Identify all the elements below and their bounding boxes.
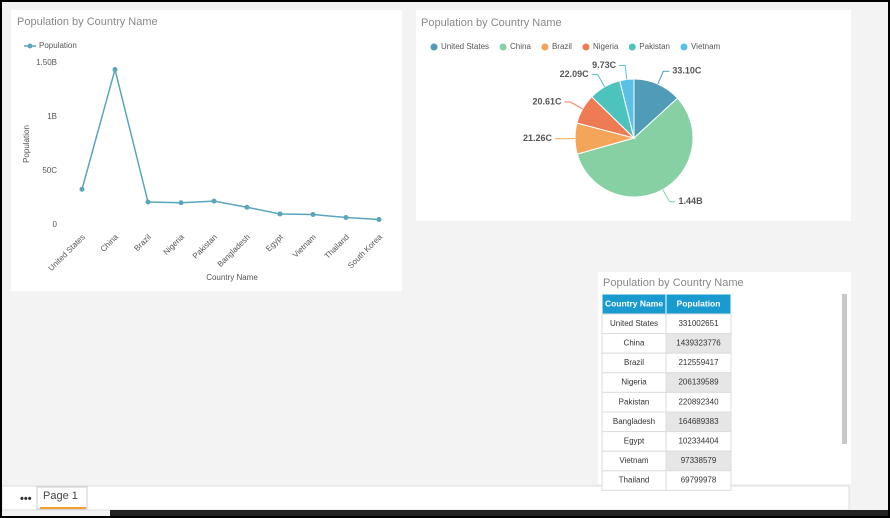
point [376, 216, 382, 222]
table-cell [665, 470, 732, 491]
tab-underline [40, 507, 86, 509]
cell-text: Thailand [619, 476, 650, 485]
taskbar-strip [110, 510, 888, 516]
legend-marker [628, 43, 636, 51]
point [277, 211, 283, 217]
legend-marker [541, 43, 549, 51]
cell-text: 164689383 [678, 417, 719, 426]
leader-line [619, 65, 628, 80]
chart-title: Population by Country Name [421, 17, 562, 29]
cell-text: 206139589 [678, 378, 719, 387]
table-title: Population by Country Name [603, 277, 744, 289]
cell-text: 212559417 [678, 358, 719, 367]
legend-marker [499, 43, 507, 51]
data-label: 22.09C [560, 69, 590, 79]
scrollbar[interactable] [842, 294, 847, 444]
legend-label: United States [441, 42, 489, 51]
legend-marker [680, 43, 688, 51]
data-label: 9.73C [592, 60, 617, 70]
data-label: 20.61C [532, 96, 562, 106]
point [145, 199, 151, 205]
point [244, 204, 250, 210]
cell-text: 102334404 [678, 437, 719, 446]
cell-text: Pakistan [619, 397, 650, 406]
cell-text: 97338579 [681, 456, 717, 465]
data-label: 21.26C [523, 133, 553, 143]
x-axis-label: Country Name [206, 273, 258, 282]
legend-marker [582, 43, 590, 51]
cell-text: Vietnam [619, 456, 649, 465]
point [79, 186, 85, 192]
tab-label[interactable]: Page 1 [43, 490, 78, 502]
data-label: 1.44B [679, 196, 704, 206]
cell-text: Brazil [624, 358, 644, 367]
y-tick-label: 50C [42, 166, 57, 175]
legend-label: Nigeria [593, 42, 619, 51]
point [211, 198, 217, 204]
leader-line [591, 74, 606, 88]
header-label: Country Name [605, 298, 663, 308]
point [178, 200, 184, 206]
legend-label: Vietnam [691, 42, 721, 51]
header-label: Population [677, 298, 721, 308]
cell-text: 220892340 [678, 397, 719, 406]
cell-text: Egypt [624, 437, 645, 446]
leader-line [564, 101, 583, 110]
legend-label: Brazil [552, 42, 572, 51]
cell-text: United States [610, 319, 658, 328]
legend-label: China [510, 42, 531, 51]
series-line [81, 66, 380, 221]
legend-label: Population [39, 41, 77, 50]
point [310, 211, 316, 217]
menu-button[interactable]: ••• [20, 493, 32, 505]
cell-text: 1439323776 [676, 339, 721, 348]
legend-label: Pakistan [639, 42, 670, 51]
legend-marker [27, 43, 33, 49]
y-tick-label: 1.50B [36, 58, 57, 67]
point [343, 214, 349, 220]
data-label: 33.10C [672, 66, 702, 76]
leader-line [662, 189, 676, 203]
cell-text: 69799978 [681, 476, 717, 485]
legend-marker [430, 43, 438, 51]
y-tick-label: 1B [47, 112, 57, 121]
cell-text: Nigeria [621, 378, 647, 387]
pie-slice [576, 97, 694, 198]
y-tick-label: 0 [53, 220, 58, 229]
line-panel [11, 10, 402, 291]
cell-text: 331002651 [678, 319, 719, 328]
cell-text: China [624, 339, 645, 348]
leader-line [657, 70, 670, 85]
chart-title: Population by Country Name [17, 16, 158, 28]
cell-text: Bangladesh [613, 417, 655, 426]
y-axis-label: Population [22, 125, 31, 163]
point [112, 67, 118, 73]
